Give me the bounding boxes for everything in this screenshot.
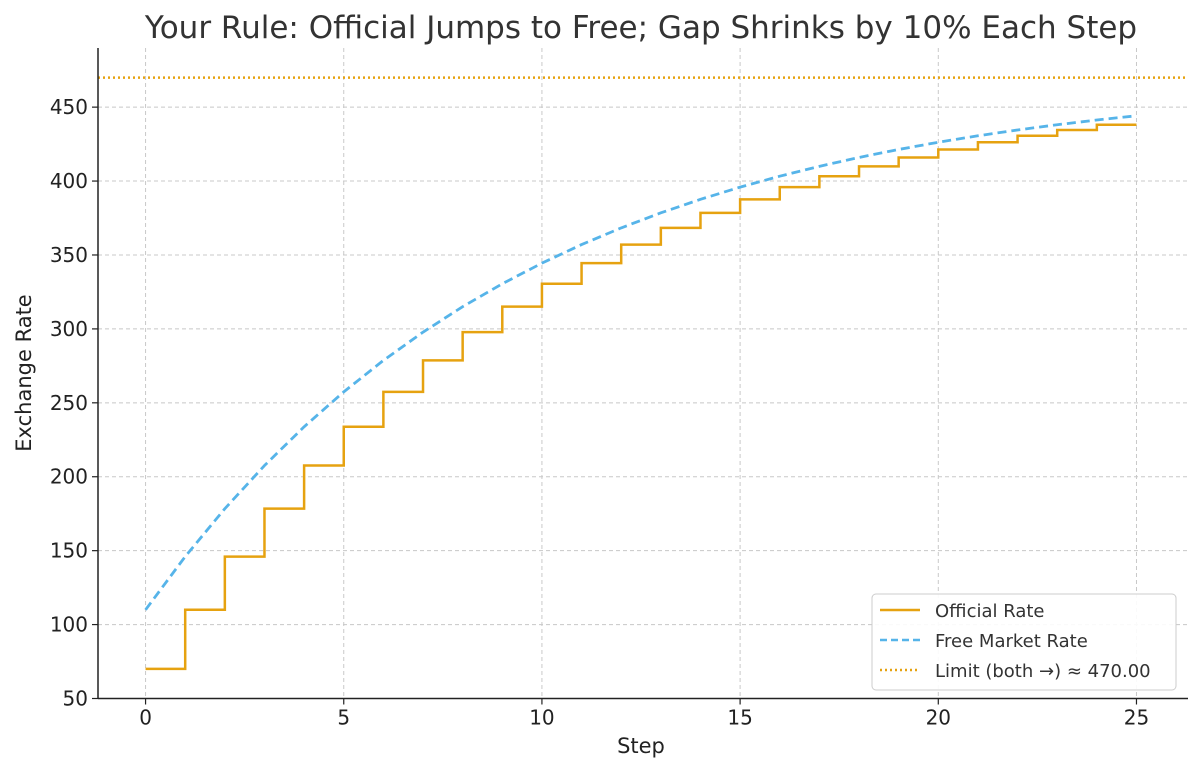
legend-box [871,593,1177,691]
y-tick-label: 150 [50,539,88,563]
y-tick-label: 450 [50,95,88,119]
x-axis-label: Step [617,734,665,758]
x-tick-label: 25 [1124,706,1149,730]
legend-label-limit: Limit (both →) ≈ 470.00 [935,661,1151,682]
series-layer [98,76,1188,671]
axes [97,48,1188,700]
legend-label-free-market: Free Market Rate [935,631,1088,652]
y-tick-label: 100 [50,613,88,637]
y-tick-label: 50 [63,687,88,711]
y-tick-label: 350 [50,243,88,267]
y-tick-label: 400 [50,169,88,193]
tick-labels: 0 5 10 15 20 25 50 100 150 200 250 300 350 400 450 [50,95,1149,729]
series-line-official-rate [145,123,1137,671]
x-tick-label: 10 [529,706,554,730]
y-tick-label: 250 [50,391,88,415]
x-tick-label: 20 [926,706,951,730]
series-line-free-market-rate [144,114,1137,611]
y-tick-label: 200 [50,465,88,489]
legend: Official Rate Free Market Rate Limit (bo… [871,593,1177,691]
x-tick-label: 0 [139,706,152,730]
y-tick-label: 300 [50,317,88,341]
chart-title: Your Rule: Official Jumps to Free; Gap S… [144,10,1137,46]
legend-label-official: Official Rate [935,601,1045,622]
x-tick-label: 5 [337,706,350,730]
x-tick-label: 15 [727,706,752,730]
y-axis-label: Exchange Rate [12,294,36,451]
